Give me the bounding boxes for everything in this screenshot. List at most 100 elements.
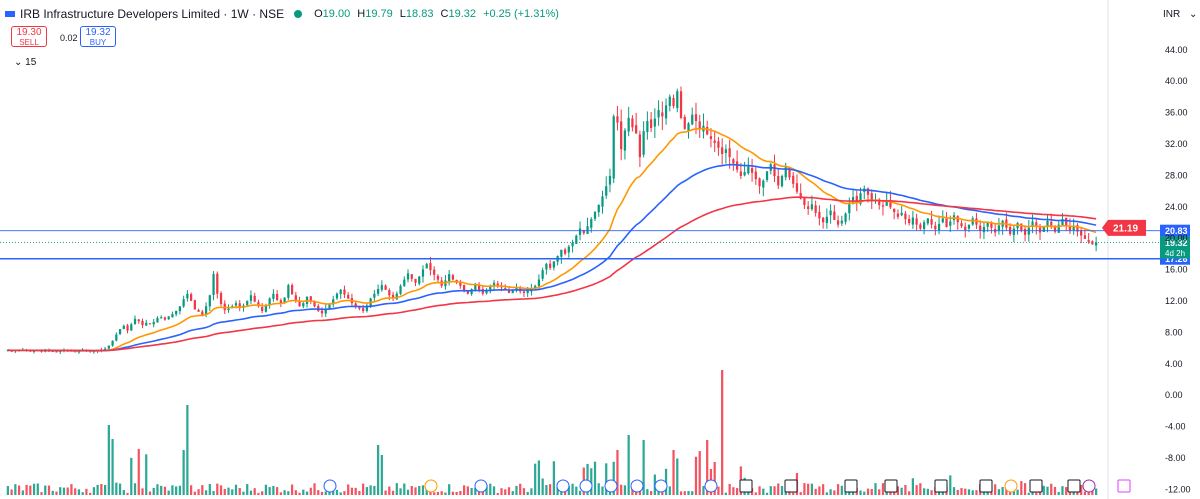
earnings-marker-icon[interactable] — [884, 479, 898, 493]
candle-body — [403, 279, 406, 286]
candle-body — [201, 311, 204, 315]
candle-body — [848, 204, 851, 214]
price-tag-label: 20.83 — [1165, 226, 1188, 236]
volume-bar — [840, 485, 843, 495]
earnings-marker-icon[interactable] — [844, 479, 858, 493]
volume-bar — [66, 487, 69, 495]
volume-bar — [956, 489, 959, 495]
dividend-marker-icon[interactable] — [604, 479, 618, 493]
volume-bar — [866, 488, 870, 495]
candle-body — [470, 289, 473, 295]
earnings-marker-icon[interactable] — [1117, 479, 1131, 493]
volume-bar — [81, 492, 84, 495]
candle-body — [204, 306, 208, 315]
indicators-toggle[interactable]: ⌄ 15 — [14, 57, 36, 68]
candle-body — [990, 223, 993, 228]
volume-bar — [1016, 489, 1019, 495]
earnings-marker-icon[interactable] — [784, 479, 798, 493]
candle-body — [421, 269, 425, 277]
volume-bar — [126, 492, 129, 495]
candle-body — [967, 224, 971, 229]
news-marker-icon[interactable] — [1082, 479, 1096, 493]
volume-bar — [638, 490, 642, 495]
volume-bar — [347, 484, 350, 495]
candle-body — [193, 300, 196, 310]
volume-bar — [762, 488, 765, 495]
earnings-marker-icon[interactable] — [1029, 479, 1043, 493]
volume-bar — [732, 487, 735, 495]
volume-bar — [541, 478, 544, 495]
sell-button[interactable]: 19.30 SELL — [11, 26, 47, 47]
volume-bar — [627, 435, 630, 495]
candle-body — [597, 205, 600, 213]
volume-bar — [735, 488, 739, 495]
candle-body — [1020, 223, 1023, 231]
candle-body — [810, 204, 814, 210]
candle-body — [107, 345, 110, 349]
candle-body — [930, 219, 933, 225]
volume-bar — [773, 486, 776, 495]
volume-bar — [489, 483, 492, 495]
volume-bar — [691, 491, 694, 495]
market-status-icon — [294, 10, 303, 18]
candle-body — [145, 322, 148, 326]
dividend-marker-icon[interactable] — [579, 479, 593, 493]
dividend-marker-icon[interactable] — [630, 479, 644, 493]
earnings-marker-icon[interactable] — [739, 479, 753, 493]
volume-bar — [152, 487, 155, 495]
volume-bar — [549, 484, 552, 495]
volume-bar — [878, 489, 881, 495]
symbol-title[interactable]: IRB Infrastructure Developers Limited · … — [20, 7, 285, 21]
volume-bar — [350, 487, 354, 495]
dividend-marker-icon[interactable] — [556, 479, 570, 493]
earnings-marker-icon[interactable] — [934, 479, 948, 493]
volume-bar — [358, 490, 361, 495]
volume-bar — [683, 491, 686, 495]
volume-bar — [279, 492, 282, 495]
candle-body — [612, 116, 615, 179]
buy-button[interactable]: 19.32 BUY — [80, 26, 116, 47]
candle-body — [780, 175, 784, 187]
split-marker-icon[interactable] — [1004, 479, 1018, 493]
volume-bar — [672, 450, 675, 495]
candle-body — [926, 218, 929, 224]
buy-label: BUY — [89, 38, 107, 47]
currency-label: INR — [1163, 9, 1181, 20]
currency-selector[interactable]: INR ⌄ — [1163, 9, 1197, 20]
candle-body — [706, 126, 709, 135]
split-marker-icon[interactable] — [424, 479, 438, 493]
volume-bar — [949, 475, 952, 495]
volume-bar — [186, 405, 189, 495]
volume-bar — [646, 489, 649, 495]
candle-body — [571, 242, 574, 247]
candle-body — [567, 246, 570, 253]
candle-body — [171, 314, 174, 318]
dividend-marker-icon[interactable] — [704, 479, 718, 493]
dividend-marker-icon[interactable] — [474, 479, 488, 493]
earnings-marker-icon[interactable] — [1067, 479, 1081, 493]
candle-body — [724, 149, 728, 153]
volume-bar — [911, 478, 915, 495]
candle-body — [713, 140, 716, 143]
candle-body — [803, 197, 806, 206]
volume-bar — [354, 487, 357, 495]
volume-bar — [466, 486, 469, 495]
volume-bar — [870, 489, 873, 495]
candle-body — [1072, 226, 1075, 231]
dividend-marker-icon[interactable] — [323, 479, 337, 493]
volume-bar — [758, 486, 761, 495]
candle-body — [623, 130, 627, 151]
candle-body — [859, 193, 862, 204]
earnings-marker-icon[interactable] — [979, 479, 993, 493]
candle-body — [792, 175, 795, 184]
candle-body — [870, 193, 873, 202]
candle-body — [10, 350, 13, 352]
volume-bar — [481, 491, 484, 495]
volume-bar — [567, 485, 570, 495]
close-label: C — [440, 8, 449, 20]
candle-body — [1053, 225, 1057, 232]
volume-bar — [964, 488, 967, 495]
dividend-marker-icon[interactable] — [654, 479, 668, 493]
volume-bar — [47, 485, 51, 495]
